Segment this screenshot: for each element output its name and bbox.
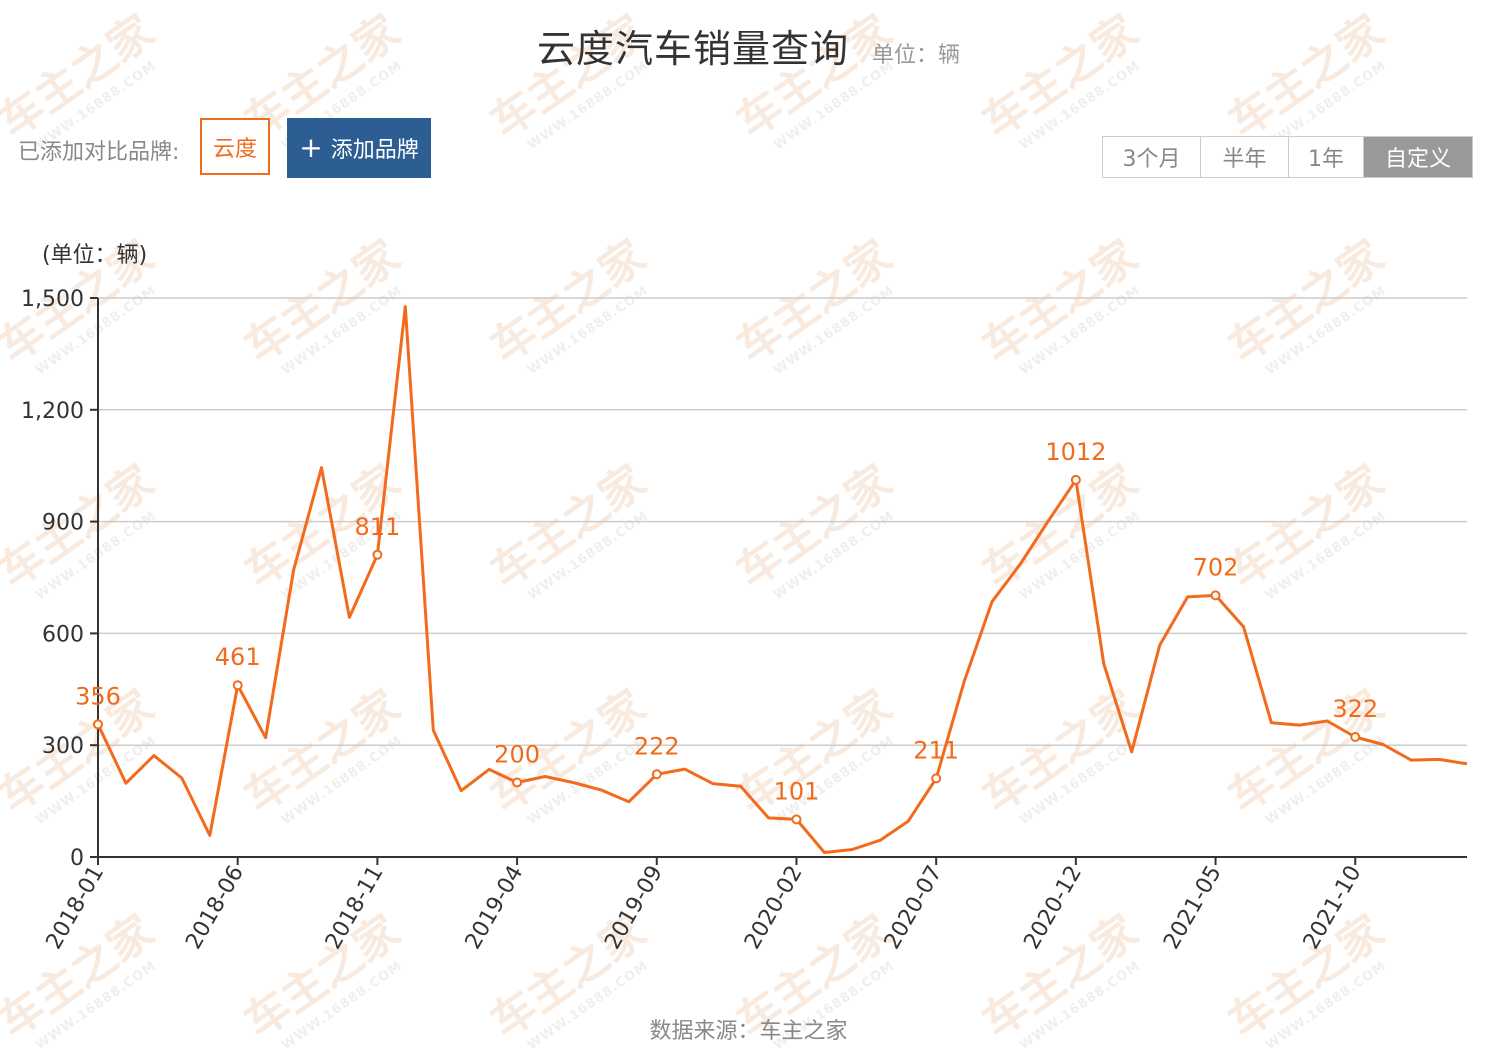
data-point	[432, 729, 435, 732]
data-point	[1158, 644, 1161, 647]
data-point	[991, 600, 994, 603]
data-point	[1018, 563, 1021, 566]
data-point	[739, 785, 742, 788]
add-brand-label: 添加品牌	[330, 138, 419, 163]
data-point	[851, 848, 854, 851]
data-point	[1046, 520, 1049, 523]
range-1-year[interactable]: 1年	[1289, 137, 1364, 177]
plus-icon: +	[299, 131, 323, 164]
added-brands-label: 已添加对比品牌:	[18, 140, 180, 165]
data-point-marker	[1070, 474, 1081, 485]
page-title: 云度汽车销量查询	[536, 27, 849, 71]
data-point-marker	[372, 549, 383, 560]
data-point-marker	[1350, 732, 1361, 743]
x-tick-label: 2020-12	[1019, 862, 1087, 954]
data-point	[292, 569, 295, 572]
data-point-marker	[232, 680, 243, 691]
data-point	[404, 305, 407, 308]
data-point	[879, 839, 882, 842]
brand-tag-yundu[interactable]: 云度	[200, 118, 270, 175]
data-point	[124, 782, 127, 785]
data-point	[1410, 759, 1413, 762]
y-tick-label: 300	[42, 734, 84, 759]
x-tick-label: 2018-11	[321, 862, 389, 954]
data-label: 811	[354, 513, 400, 541]
x-tick-label: 2018-06	[181, 862, 249, 954]
range-half-year[interactable]: 半年	[1201, 137, 1289, 177]
data-point	[907, 820, 910, 823]
data-point	[627, 800, 630, 803]
range-3-months[interactable]: 3个月	[1103, 137, 1201, 177]
data-point	[152, 754, 155, 757]
data-label: 702	[1193, 553, 1239, 581]
data-point	[320, 466, 323, 469]
data-point	[460, 789, 463, 792]
data-label: 1012	[1045, 438, 1106, 466]
y-axis-title: (单位：辆)	[42, 243, 147, 268]
data-point	[963, 680, 966, 683]
series-line	[96, 305, 1468, 854]
data-label: 322	[1332, 695, 1378, 723]
data-point	[599, 788, 602, 791]
x-tick-label: 2021-05	[1159, 862, 1227, 954]
data-point	[1270, 721, 1273, 724]
data-point	[1298, 724, 1301, 727]
data-point-marker	[93, 719, 103, 730]
title-unit: 单位：辆	[872, 43, 961, 68]
data-point	[1326, 719, 1329, 722]
data-point	[488, 768, 491, 771]
data-point-marker	[791, 814, 802, 825]
data-point	[264, 736, 267, 739]
y-tick-label: 1,200	[21, 399, 84, 424]
x-tick-label: 2020-07	[880, 862, 948, 954]
data-point-marker	[1210, 590, 1221, 601]
time-range-selector: 3个月 半年 1年 自定义	[1102, 136, 1473, 178]
data-point-marker	[512, 777, 523, 788]
data-point-marker	[931, 773, 942, 784]
title-row: 云度汽车销量查询 单位：辆	[0, 18, 1497, 73]
data-label: 222	[634, 732, 680, 760]
data-point	[348, 616, 351, 619]
data-label: 101	[774, 777, 820, 805]
data-label: 200	[494, 740, 540, 768]
data-point-marker	[651, 769, 662, 780]
data-point	[767, 816, 770, 819]
data-label: 356	[75, 682, 121, 710]
x-tick-label: 2021-10	[1299, 862, 1367, 954]
data-point	[1466, 762, 1469, 765]
range-custom[interactable]: 自定义	[1364, 137, 1472, 177]
data-point	[1242, 625, 1245, 628]
data-point	[1130, 750, 1133, 753]
y-tick-label: 600	[42, 622, 84, 647]
data-label: 461	[215, 643, 261, 671]
data-point	[1382, 743, 1385, 746]
add-brand-button[interactable]: + 添加品牌	[287, 118, 431, 178]
data-source: 数据来源：车主之家	[649, 1019, 848, 1044]
data-label: 211	[913, 736, 959, 764]
data-point	[571, 781, 574, 784]
y-tick-label: 0	[70, 846, 84, 871]
data-point	[1186, 595, 1189, 598]
x-tick-label: 2019-09	[600, 862, 668, 954]
x-tick-label: 2019-04	[461, 862, 529, 954]
data-point	[823, 851, 826, 854]
x-tick-label: 2018-01	[42, 862, 110, 954]
data-point	[1102, 662, 1105, 665]
data-point	[1438, 758, 1441, 761]
data-point	[711, 782, 714, 785]
data-point	[544, 775, 547, 778]
x-tick-label: 2020-02	[740, 862, 808, 954]
data-point	[180, 776, 183, 779]
data-point	[683, 768, 686, 771]
data-point	[208, 834, 211, 837]
y-tick-label: 1,500	[21, 287, 84, 312]
y-tick-label: 900	[42, 511, 84, 536]
